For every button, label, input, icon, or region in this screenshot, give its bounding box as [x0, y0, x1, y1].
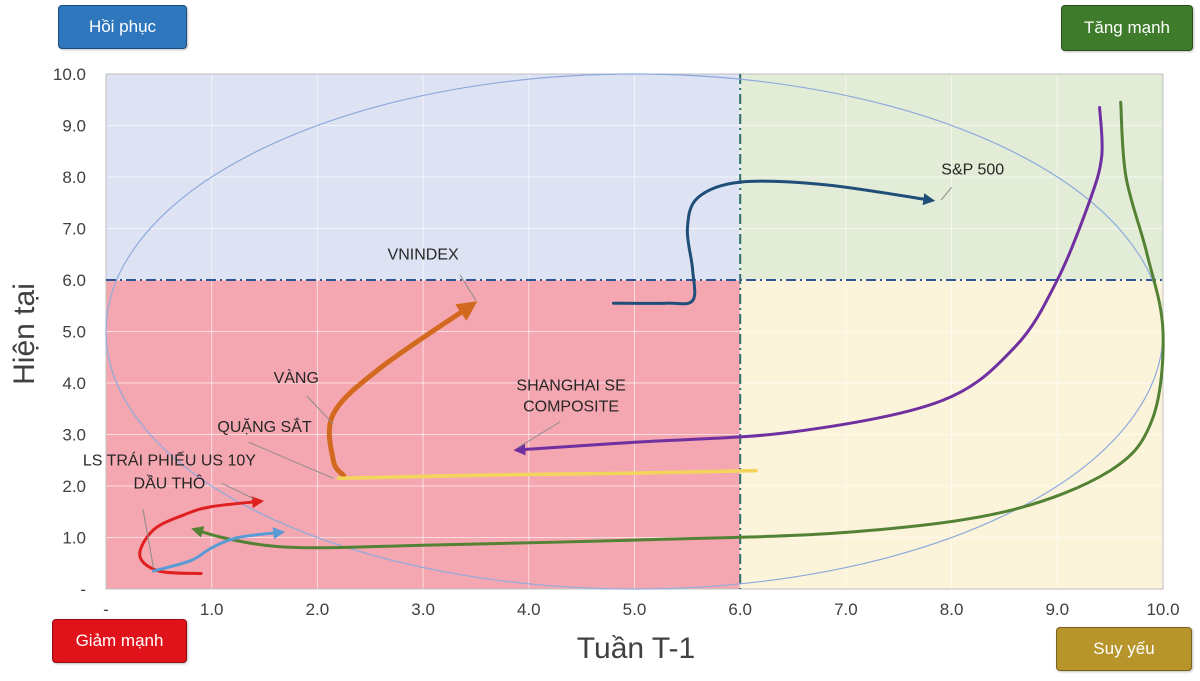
annotations: S&P 500 VNINDEX VÀNG SHANGHAI SE COMPOSITE QU… — [83, 161, 1004, 492]
annotation-leader — [248, 441, 334, 479]
x-tick-label: 7.0 — [834, 600, 858, 619]
y-tick-label: 8.0 — [62, 168, 86, 187]
y-axis-label: Hiện tại — [8, 283, 41, 385]
series-line-qu-ng-s-t — [191, 100, 1165, 550]
quadrant-label-weakening: Suy yếu — [1056, 627, 1192, 671]
axis-ticks: - 1.0 2.0 3.0 4.0 5.0 6.0 7.0 8.0 9.0 10.0 - 1.0 2.0 3… — [53, 65, 1180, 619]
annotation-label: SHANGHAI SE — [516, 378, 625, 395]
annotation-label: DẦU THÔ — [134, 474, 206, 493]
x-tick-label: 3.0 — [411, 600, 435, 619]
y-tick-label: 6.0 — [62, 271, 86, 290]
series-lines — [138, 100, 1165, 575]
series-line-s-p-500 — [611, 179, 936, 306]
annotation-label: QUẶNG SẮT — [217, 417, 311, 436]
y-tick-label: 1.0 — [62, 529, 86, 548]
quadrant-label-recovery: Hồi phục — [58, 5, 187, 49]
quadrant-label-strong-rise: Tăng mạnh — [1061, 5, 1193, 51]
y-tick-label: 4.0 — [62, 374, 86, 393]
x-tick-label: 9.0 — [1045, 600, 1069, 619]
x-tick-label: 4.0 — [517, 600, 541, 619]
annotation-label: VNINDEX — [388, 246, 459, 263]
series-line-d-u-th- — [152, 527, 286, 573]
annotation-label: VÀNG — [274, 368, 319, 387]
x-tick-label: 8.0 — [940, 600, 964, 619]
y-tick-label: - — [80, 580, 86, 599]
annotation-leader — [940, 186, 952, 201]
x-axis-label: Tuần T-1 — [577, 632, 695, 665]
x-tick-label: 10.0 — [1146, 600, 1179, 619]
annotation-label: LS TRÁI PHIẾU US 10Y — [83, 450, 256, 469]
annotation-leader — [459, 274, 477, 301]
x-tick-label: 6.0 — [728, 600, 752, 619]
x-tick-label: 1.0 — [200, 600, 224, 619]
annotation-label: COMPOSITE — [523, 398, 619, 415]
y-tick-label: 7.0 — [62, 220, 86, 239]
x-tick-label: 5.0 — [623, 600, 647, 619]
annotation-leader — [306, 395, 334, 425]
quadrant-label-sharp-decline: Giảm mạnh — [52, 619, 187, 663]
y-tick-label: 2.0 — [62, 477, 86, 496]
threshold-lines — [106, 74, 1163, 589]
series-line-shanghai-se-composite — [513, 106, 1104, 456]
x-tick-label: - — [103, 600, 109, 619]
y-tick-label: 9.0 — [62, 117, 86, 136]
annotation-label: S&P 500 — [941, 161, 1004, 178]
annotation-leader — [142, 509, 155, 569]
y-tick-label: 3.0 — [62, 426, 86, 445]
x-tick-label: 2.0 — [306, 600, 330, 619]
series-line-vnindex — [326, 301, 478, 479]
series-line-v-ng — [336, 468, 758, 481]
y-tick-label: 10.0 — [53, 65, 86, 84]
y-tick-label: 5.0 — [62, 323, 86, 342]
annotation-leaders — [142, 186, 952, 569]
annotation-leader — [517, 421, 561, 448]
annotation-leader — [222, 482, 255, 500]
